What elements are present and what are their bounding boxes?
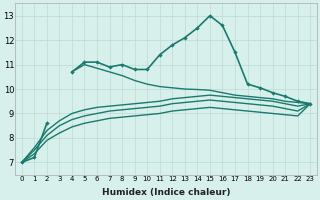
X-axis label: Humidex (Indice chaleur): Humidex (Indice chaleur) [102,188,230,197]
